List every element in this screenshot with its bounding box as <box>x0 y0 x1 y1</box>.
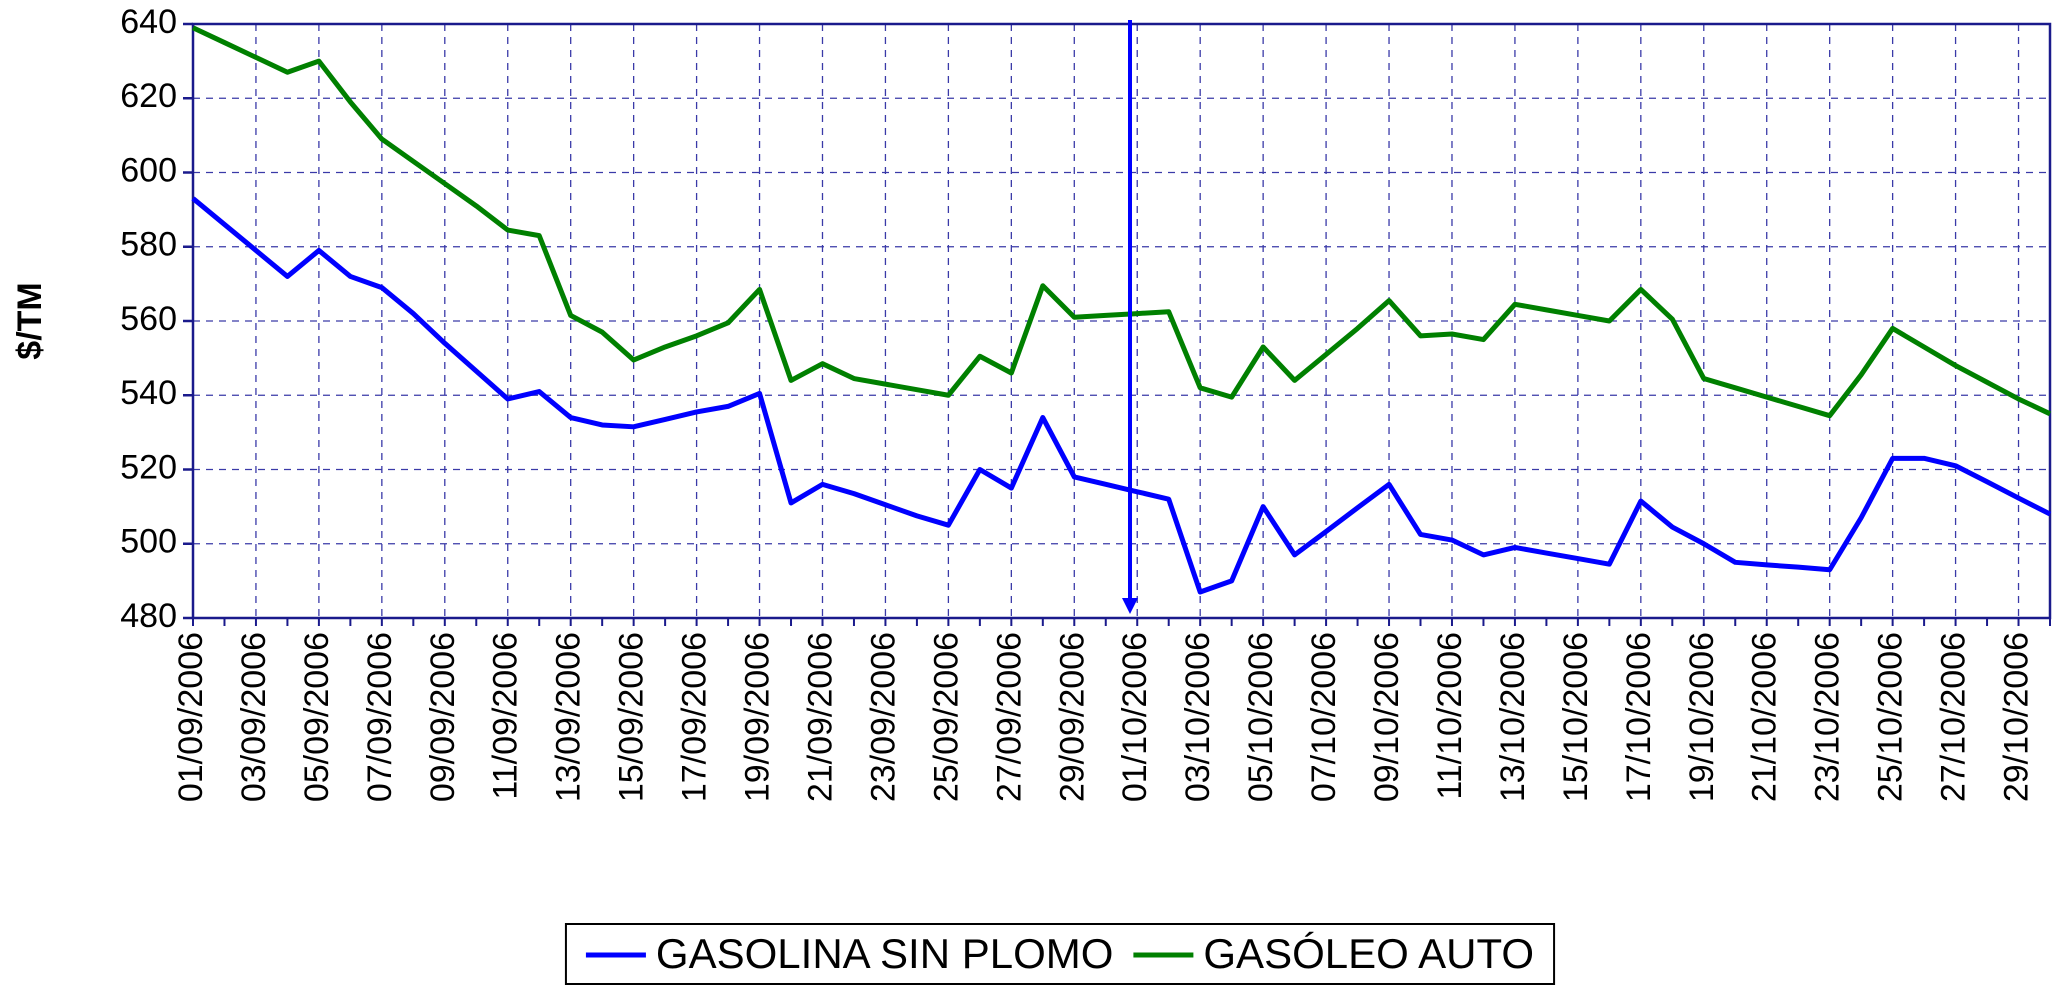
y-tick-label: 540 <box>120 374 177 412</box>
x-tick-label: 13/09/2006 <box>550 632 588 802</box>
y-tick-label: 620 <box>120 77 177 115</box>
y-tick-label: 500 <box>120 523 177 561</box>
x-tick-label: 05/10/2006 <box>1242 632 1280 802</box>
y-axis-label: $/TM <box>11 282 49 359</box>
x-tick-label: 23/09/2006 <box>864 632 902 802</box>
series-line <box>191 196 2052 595</box>
legend-label: GASÓLEO AUTO <box>1203 930 1534 977</box>
series-line <box>191 25 2052 419</box>
y-tick-label: 480 <box>120 597 177 635</box>
y-tick-label: 640 <box>120 3 177 41</box>
x-tick-label: 17/09/2006 <box>676 632 714 802</box>
x-tick-label: 09/09/2006 <box>424 632 462 802</box>
x-tick-label: 13/10/2006 <box>1494 632 1532 802</box>
x-tick-label: 21/10/2006 <box>1746 632 1784 802</box>
x-tick-label: 17/10/2006 <box>1620 632 1658 802</box>
x-tick-label: 29/09/2006 <box>1053 632 1091 802</box>
plot-border <box>191 22 2052 620</box>
x-tick-label: 27/09/2006 <box>990 632 1028 802</box>
x-tick-label: 15/09/2006 <box>613 632 651 802</box>
x-tick-label: 19/09/2006 <box>739 632 777 802</box>
legend: GASOLINA SIN PLOMO GASÓLEO AUTO <box>564 923 1556 985</box>
x-tick-label: 07/09/2006 <box>361 632 399 802</box>
y-tick-label: 560 <box>120 300 177 338</box>
x-tick-label: 19/10/2006 <box>1683 632 1721 802</box>
x-tick-label: 29/10/2006 <box>1998 632 2036 802</box>
x-tick-label: 23/10/2006 <box>1809 632 1847 802</box>
legend-label: GASOLINA SIN PLOMO <box>656 930 1113 977</box>
x-tick-label: 05/09/2006 <box>298 632 336 802</box>
x-tick-label: 21/09/2006 <box>801 632 839 802</box>
x-tick-label: 25/10/2006 <box>1872 632 1910 802</box>
x-tick-label: 11/10/2006 <box>1431 632 1469 800</box>
x-tick-label: 15/10/2006 <box>1557 632 1595 802</box>
x-tick-label: 27/10/2006 <box>1935 632 1973 802</box>
x-tick-label: 01/09/2006 <box>172 632 210 802</box>
y-tick-label: 580 <box>120 226 177 264</box>
x-tick-label: 25/09/2006 <box>927 632 965 802</box>
x-tick-label: 03/10/2006 <box>1179 632 1217 802</box>
legend-box <box>564 923 1556 985</box>
arrow-head <box>1122 598 1138 614</box>
annotation-arrow <box>1122 20 1138 614</box>
x-tick-label: 01/10/2006 <box>1116 632 1154 802</box>
y-tick-label: 520 <box>120 448 177 486</box>
x-tick-label: 09/10/2006 <box>1368 632 1406 802</box>
x-tick-label: 11/09/2006 <box>487 632 525 800</box>
x-tick-label: 07/10/2006 <box>1305 632 1343 802</box>
x-tick-label: 03/09/2006 <box>235 632 273 802</box>
y-tick-label: 600 <box>120 151 177 189</box>
